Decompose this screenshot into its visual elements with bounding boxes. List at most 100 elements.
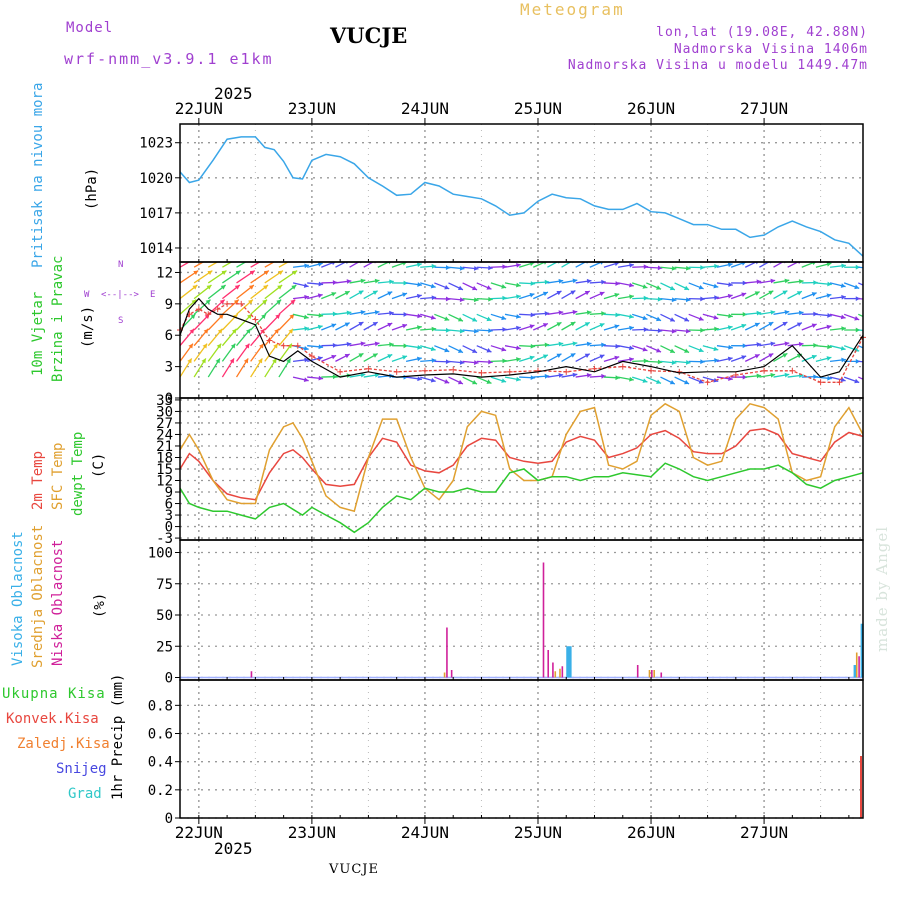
wind-arrow-head (276, 299, 282, 305)
wind-speed-line (179, 297, 864, 378)
wind-arrow-head (742, 311, 748, 317)
wind-arrow-head (698, 347, 704, 353)
day-label-top: 27JUN (740, 99, 788, 118)
wind-arrow-head (501, 315, 507, 321)
product-title: Meteogram (520, 0, 625, 19)
compass-south-label: S (118, 316, 124, 326)
pressure-tick-label: 1023 (139, 136, 173, 152)
wind-arrow-head (741, 355, 747, 360)
precip-tick-label: 0.4 (148, 755, 173, 771)
wind-arrow-head (811, 323, 817, 328)
wind-arrow-head (193, 270, 199, 276)
wind-arrow-head (544, 311, 550, 316)
wind-arrow-head (189, 328, 195, 334)
wind-arrow-head (208, 256, 213, 260)
wind-arrow-head (698, 316, 704, 321)
precip-legend-snow: Snijeg (56, 761, 107, 777)
cloud-bar-low (858, 656, 860, 678)
wind-arrow-head (584, 353, 590, 358)
wind-gust-marker (205, 311, 212, 318)
wind-arrow-head (768, 290, 774, 296)
year-label-bottom: 2025 (214, 839, 253, 858)
wind-arrow-head (344, 353, 350, 359)
wind-arrow-head (515, 282, 521, 288)
cloud-bar-low (450, 670, 453, 678)
wind-arrow-head (642, 315, 648, 321)
wind-arrow (589, 262, 604, 268)
wind-arrow-head (402, 355, 408, 360)
cloud-bar-high (568, 646, 572, 678)
wind-arrow-head (669, 348, 675, 353)
wind-arrow-head (516, 357, 521, 362)
wind-arrow-head (192, 285, 198, 290)
wind-arrow-head (403, 343, 408, 349)
wind-arrow-head (430, 315, 436, 320)
wind-arrow-head (221, 270, 227, 276)
wind-arrow-head (840, 314, 846, 320)
wind-arrow-head (290, 299, 296, 305)
wind-arrow-head (700, 265, 705, 270)
wind-arrows (180, 256, 875, 385)
wind-arrow-head (813, 374, 818, 380)
wind-arrow-head (684, 348, 690, 353)
wind-arrow-head (402, 262, 407, 266)
wind-arrow-head (671, 297, 677, 303)
wind-arrow-head (713, 346, 719, 352)
wind-arrow-head (230, 343, 236, 349)
footer-station: VUCJE (329, 862, 379, 877)
wind-arrow-head (486, 348, 492, 353)
day-label-top: 25JUN (514, 99, 562, 118)
wind-arrow-head (387, 322, 393, 328)
temp-tick-label: 15 (156, 462, 173, 478)
wind-arrow-head (643, 327, 649, 332)
wind-gust-marker (252, 316, 259, 323)
wind-arrow-head (459, 297, 465, 303)
wind-gust-marker (224, 300, 231, 307)
wind-arrow-head (273, 343, 278, 349)
wind-arrow-head (529, 292, 535, 298)
wind-arrow-head (854, 316, 860, 321)
day-label-top: 23JUN (288, 99, 336, 118)
wind-arrow-head (601, 311, 606, 316)
wind-gust-marker (308, 353, 315, 360)
wind-arrow-head (457, 348, 463, 353)
wind-gust-marker (195, 306, 202, 313)
wind-arrow-head (457, 317, 463, 322)
wind-arrow-head (742, 343, 748, 349)
wind-arrow-head (811, 292, 817, 297)
wind-arrow-head (671, 328, 677, 334)
wind-arrow-head (798, 310, 804, 316)
wind-arrow-head (601, 342, 606, 348)
wind-arrow-head (657, 296, 663, 302)
wind-arrow-head (529, 262, 535, 267)
pressure-line (179, 136, 864, 257)
wind-gust-marker (704, 379, 711, 386)
wind-arrow-head (728, 376, 733, 382)
wind-arrow (533, 262, 547, 268)
wind-arrow-head (431, 358, 437, 363)
wind-arrow-head (599, 291, 605, 297)
wind-arrow-head (629, 345, 634, 351)
wind-arrow-head (841, 326, 846, 332)
wind-arrow-head (570, 290, 576, 295)
wind-gust-marker (238, 300, 245, 307)
wind-arrow-head (202, 343, 208, 349)
wind-arrow-head (698, 379, 704, 384)
wind-arrow-head (318, 344, 324, 350)
wind-gust-marker (836, 379, 843, 386)
wind-arrow-head (700, 327, 705, 333)
wind-arrow-head (669, 285, 675, 291)
wind-arrow-head (459, 328, 465, 334)
wind-arrow-head (374, 341, 380, 347)
wind-arrow-head (756, 310, 762, 316)
wind-tick-label: 9 (165, 297, 173, 313)
wind-arrow-head (841, 294, 846, 300)
wind-tick-label: 3 (165, 360, 173, 376)
wind-arrow-head (615, 312, 620, 318)
wind-arrow-head (727, 325, 733, 330)
wind-arrow-head (572, 372, 578, 378)
wind-arrow-head (870, 329, 875, 334)
wind-gust-marker (421, 367, 428, 374)
wind-arrow-head (685, 360, 691, 365)
compass-west-label: W (84, 290, 90, 300)
